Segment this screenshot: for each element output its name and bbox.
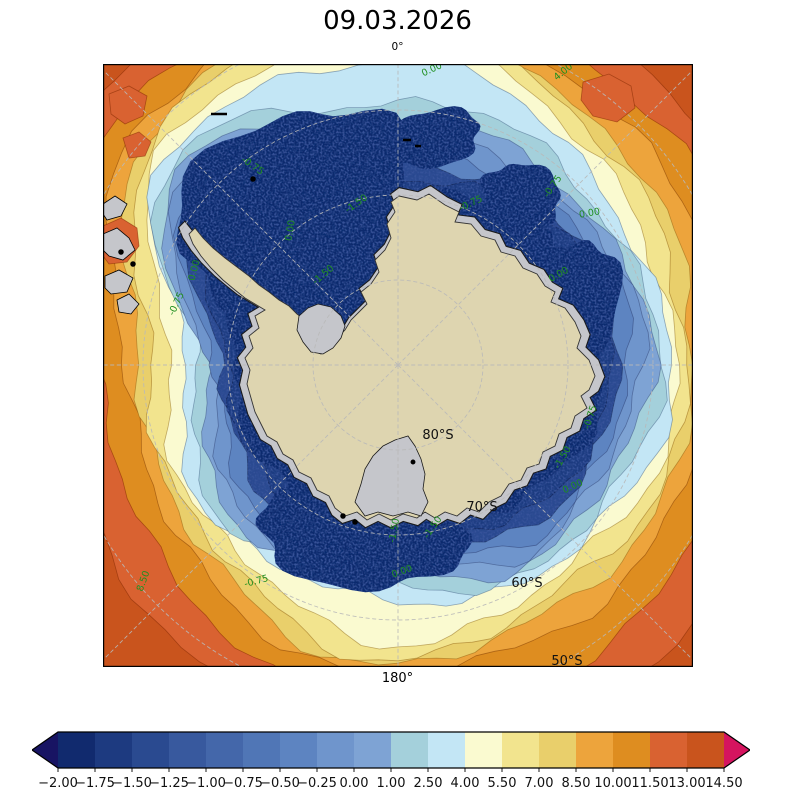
graticule: [103, 64, 693, 667]
cold-patch: [480, 163, 561, 227]
parallel-80S: [312, 279, 484, 451]
antarctic-sst-map: 80°S 70°S 60°S 50°S 0.00 4.00-0.750.00-0.…: [103, 64, 693, 667]
colorbar-tick-label: 4.00: [451, 776, 480, 791]
colorbar-segment: [465, 732, 503, 768]
colorbar-segment: [280, 732, 318, 768]
map-area: 80°S 70°S 60°S 50°S 0.00 4.00 -0.75 0.00 -0.…: [103, 64, 693, 667]
colorbar-segment: [169, 732, 207, 768]
colorbar: −2.00−1.75−1.50−1.25−1.00−0.75−0.50−0.25…: [32, 731, 750, 791]
latitude-label: 80°S: [422, 428, 453, 443]
rock-marks: [211, 112, 421, 148]
contour-label: -1.50: [387, 518, 402, 544]
colorbar-segment: [391, 732, 429, 768]
colorbar-tick-label: −1.50: [112, 776, 152, 791]
colorbar-tick-label: 10.00: [594, 776, 631, 791]
island: [104, 269, 134, 295]
colorbar-segment: [354, 732, 392, 768]
colorbar-tick-label: 13.00: [668, 776, 705, 791]
contour-label: 0.00: [283, 219, 298, 242]
meridian-label-bottom: 180°: [381, 671, 414, 686]
islet: [118, 249, 124, 255]
ross-ice-shelf: [354, 435, 429, 517]
contour-label: 0.00: [578, 206, 601, 221]
colorbar-segment: [132, 732, 170, 768]
colorbar-tick-label: 0.00: [340, 776, 369, 791]
colorbar-segment: [206, 732, 244, 768]
colorbar-tick-label: −0.25: [297, 776, 337, 791]
colorbar-tick-label: −1.25: [149, 776, 189, 791]
island: [103, 195, 128, 221]
colorbar-under-arrow: [32, 732, 58, 768]
latitude-label: 50°S: [551, 654, 582, 667]
colorbar-tick-label: −0.50: [260, 776, 300, 791]
colorbar-tick-label: 14.50: [705, 776, 742, 791]
colorbar-area: −2.00 −1.75 −1.50 −1.25 −1.00 −0.75 −0.50 −0.25…: [32, 731, 750, 793]
islet: [130, 261, 136, 267]
antarctica: [103, 184, 606, 529]
colorbar-tick-label: −2.00: [38, 776, 78, 791]
colorbar-segment: [650, 732, 688, 768]
cold-patch: [176, 108, 405, 315]
latitude-labels: 80°S 70°S 60°S 50°S: [422, 428, 582, 667]
colorbar-over-arrow: [724, 732, 750, 768]
colorbar-segment: [317, 732, 355, 768]
colorbar-tick-label: 1.00: [377, 776, 406, 791]
latitude-label: 60°S: [511, 576, 542, 591]
contour-label: 0.00: [187, 259, 203, 282]
parallel-60S: [142, 109, 654, 621]
cold-patch: [366, 106, 481, 170]
islet: [340, 513, 346, 519]
warm-patch: [108, 85, 148, 125]
colorbar-tick-label: −0.75: [223, 776, 263, 791]
latitude-label: 70°S: [466, 500, 497, 515]
page-title: 09.03.2026: [323, 6, 472, 36]
colorbar-tick-label: 7.00: [525, 776, 554, 791]
colorbar-segment: [502, 732, 540, 768]
colorbar-segment: [687, 732, 725, 768]
cold-patch: [255, 485, 473, 593]
colorbar-segment: [613, 732, 651, 768]
rock-outcrops: [118, 112, 421, 525]
colorbar-tick-label: 11.50: [631, 776, 668, 791]
map-frame: [103, 64, 693, 667]
islet: [410, 459, 416, 465]
islet: [250, 176, 256, 182]
colorbar-segment: [95, 732, 133, 768]
meridians: [103, 64, 693, 667]
colorbar-segment: [58, 732, 96, 768]
colorbar-segment: [243, 732, 281, 768]
colorbar-segment: [539, 732, 577, 768]
colorbar-segment: [428, 732, 466, 768]
colorbar-tick-label: −1.00: [186, 776, 226, 791]
island: [116, 293, 140, 315]
colorbar-segment: [576, 732, 614, 768]
islet: [352, 519, 358, 525]
colorbar-tick-label: −1.75: [75, 776, 115, 791]
colorbar-tick-label: 2.50: [414, 776, 443, 791]
meridian-label-top: 0°: [391, 41, 404, 53]
parallel-70S: [227, 194, 569, 536]
colorbar-tick-label: 8.50: [562, 776, 591, 791]
warm-patch: [580, 73, 636, 123]
colorbar-tick-label: 5.50: [488, 776, 517, 791]
